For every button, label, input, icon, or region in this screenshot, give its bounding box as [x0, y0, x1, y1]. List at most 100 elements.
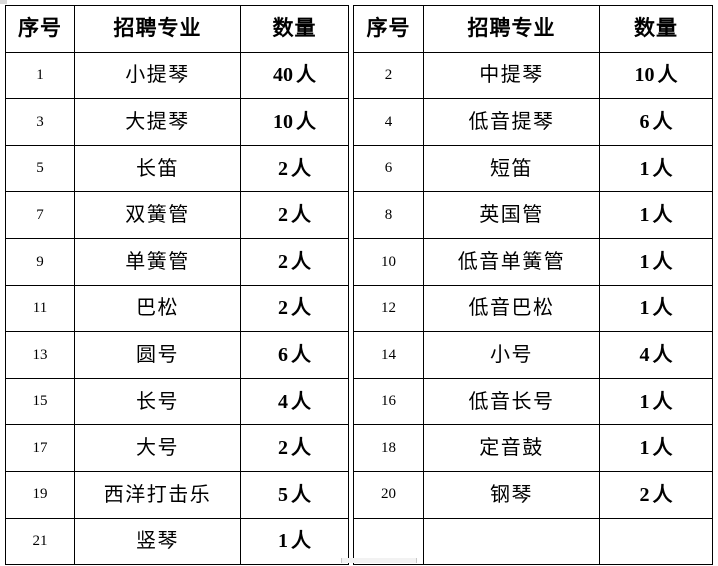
cell-major: 定音鼓	[423, 424, 600, 472]
qty-unit: 人	[652, 297, 673, 320]
cell-major: 西洋打击乐	[74, 470, 241, 519]
cell-seq: 17	[5, 424, 75, 472]
cell-qty: 40 人	[240, 51, 349, 100]
column-header-major-right: 招聘专业	[423, 5, 600, 53]
qty-number: 5	[278, 483, 288, 506]
scan-artifact-top-left	[0, 0, 7, 4]
qty-unit: 人	[652, 343, 673, 366]
qty-number: 1	[639, 437, 650, 460]
qty-number: 1	[639, 157, 650, 180]
qty-number: 2	[278, 157, 288, 180]
cell-major: 钢琴	[423, 470, 600, 519]
qty-number: 2	[278, 437, 288, 460]
qty-number: 1	[639, 204, 650, 227]
cell-seq: 8	[353, 191, 424, 239]
cell-seq: 10	[353, 237, 424, 286]
column-header-seq-right: 序号	[353, 5, 424, 53]
table-row: 3 大提琴 10 人	[5, 98, 349, 146]
cell-seq: 21	[5, 517, 75, 566]
table-row: 1 小提琴 40 人	[5, 51, 349, 100]
cell-seq: 13	[5, 331, 75, 379]
cell-seq: 20	[353, 470, 424, 519]
cell-seq: 6	[353, 144, 424, 193]
qty-unit: 人	[296, 110, 316, 133]
cell-seq: 1	[5, 51, 75, 100]
column-header-seq-left: 序号	[5, 5, 75, 53]
cell-seq: 19	[5, 470, 75, 519]
cell-major: 短笛	[423, 144, 600, 193]
cell-major: 低音巴松	[423, 284, 600, 333]
cell-seq: 4	[353, 98, 424, 146]
column-header-major-left: 招聘专业	[74, 5, 241, 53]
qty-number: 1	[278, 530, 288, 553]
cell-major: 小提琴	[74, 51, 241, 100]
table-row: 2 中提琴 10 人	[353, 51, 713, 100]
cell-major: 长号	[74, 377, 241, 426]
qty-unit: 人	[652, 204, 673, 227]
column-header-qty-left: 数量	[240, 5, 349, 53]
cell-major: 大号	[74, 424, 241, 472]
recruitment-table-left: 序号 招聘专业 数量 1 小提琴 40 人 3 大提琴 10 人 5	[5, 5, 349, 566]
cell-major: 低音提琴	[423, 98, 600, 146]
cell-major: 低音单簧管	[423, 237, 600, 286]
qty-number: 2	[278, 204, 288, 227]
cell-major: 小号	[423, 331, 600, 379]
qty-unit: 人	[291, 390, 311, 413]
cell-major: 英国管	[423, 191, 600, 239]
cell-major: 长笛	[74, 144, 241, 193]
cell-major: 圆号	[74, 331, 241, 379]
cell-seq-empty	[353, 517, 424, 566]
qty-number: 4	[278, 390, 288, 413]
cell-major: 巴松	[74, 284, 241, 333]
qty-unit: 人	[291, 157, 311, 180]
qty-number: 1	[639, 297, 650, 320]
cell-major: 中提琴	[423, 51, 600, 100]
cell-major: 大提琴	[74, 98, 241, 146]
qty-unit: 人	[291, 530, 311, 553]
qty-unit: 人	[291, 204, 311, 227]
cell-qty-empty	[599, 517, 713, 566]
cell-seq: 11	[5, 284, 75, 333]
cell-seq: 12	[353, 284, 424, 333]
qty-unit: 人	[652, 110, 673, 133]
cell-major-empty	[423, 517, 600, 566]
qty-number: 2	[278, 250, 288, 273]
qty-unit: 人	[652, 157, 673, 180]
column-header-qty-right: 数量	[599, 5, 713, 53]
qty-unit: 人	[657, 64, 678, 87]
cell-seq: 2	[353, 51, 424, 100]
qty-unit: 人	[652, 437, 673, 460]
cell-seq: 14	[353, 331, 424, 379]
qty-number: 2	[639, 483, 650, 506]
qty-unit: 人	[291, 343, 311, 366]
cell-seq: 18	[353, 424, 424, 472]
